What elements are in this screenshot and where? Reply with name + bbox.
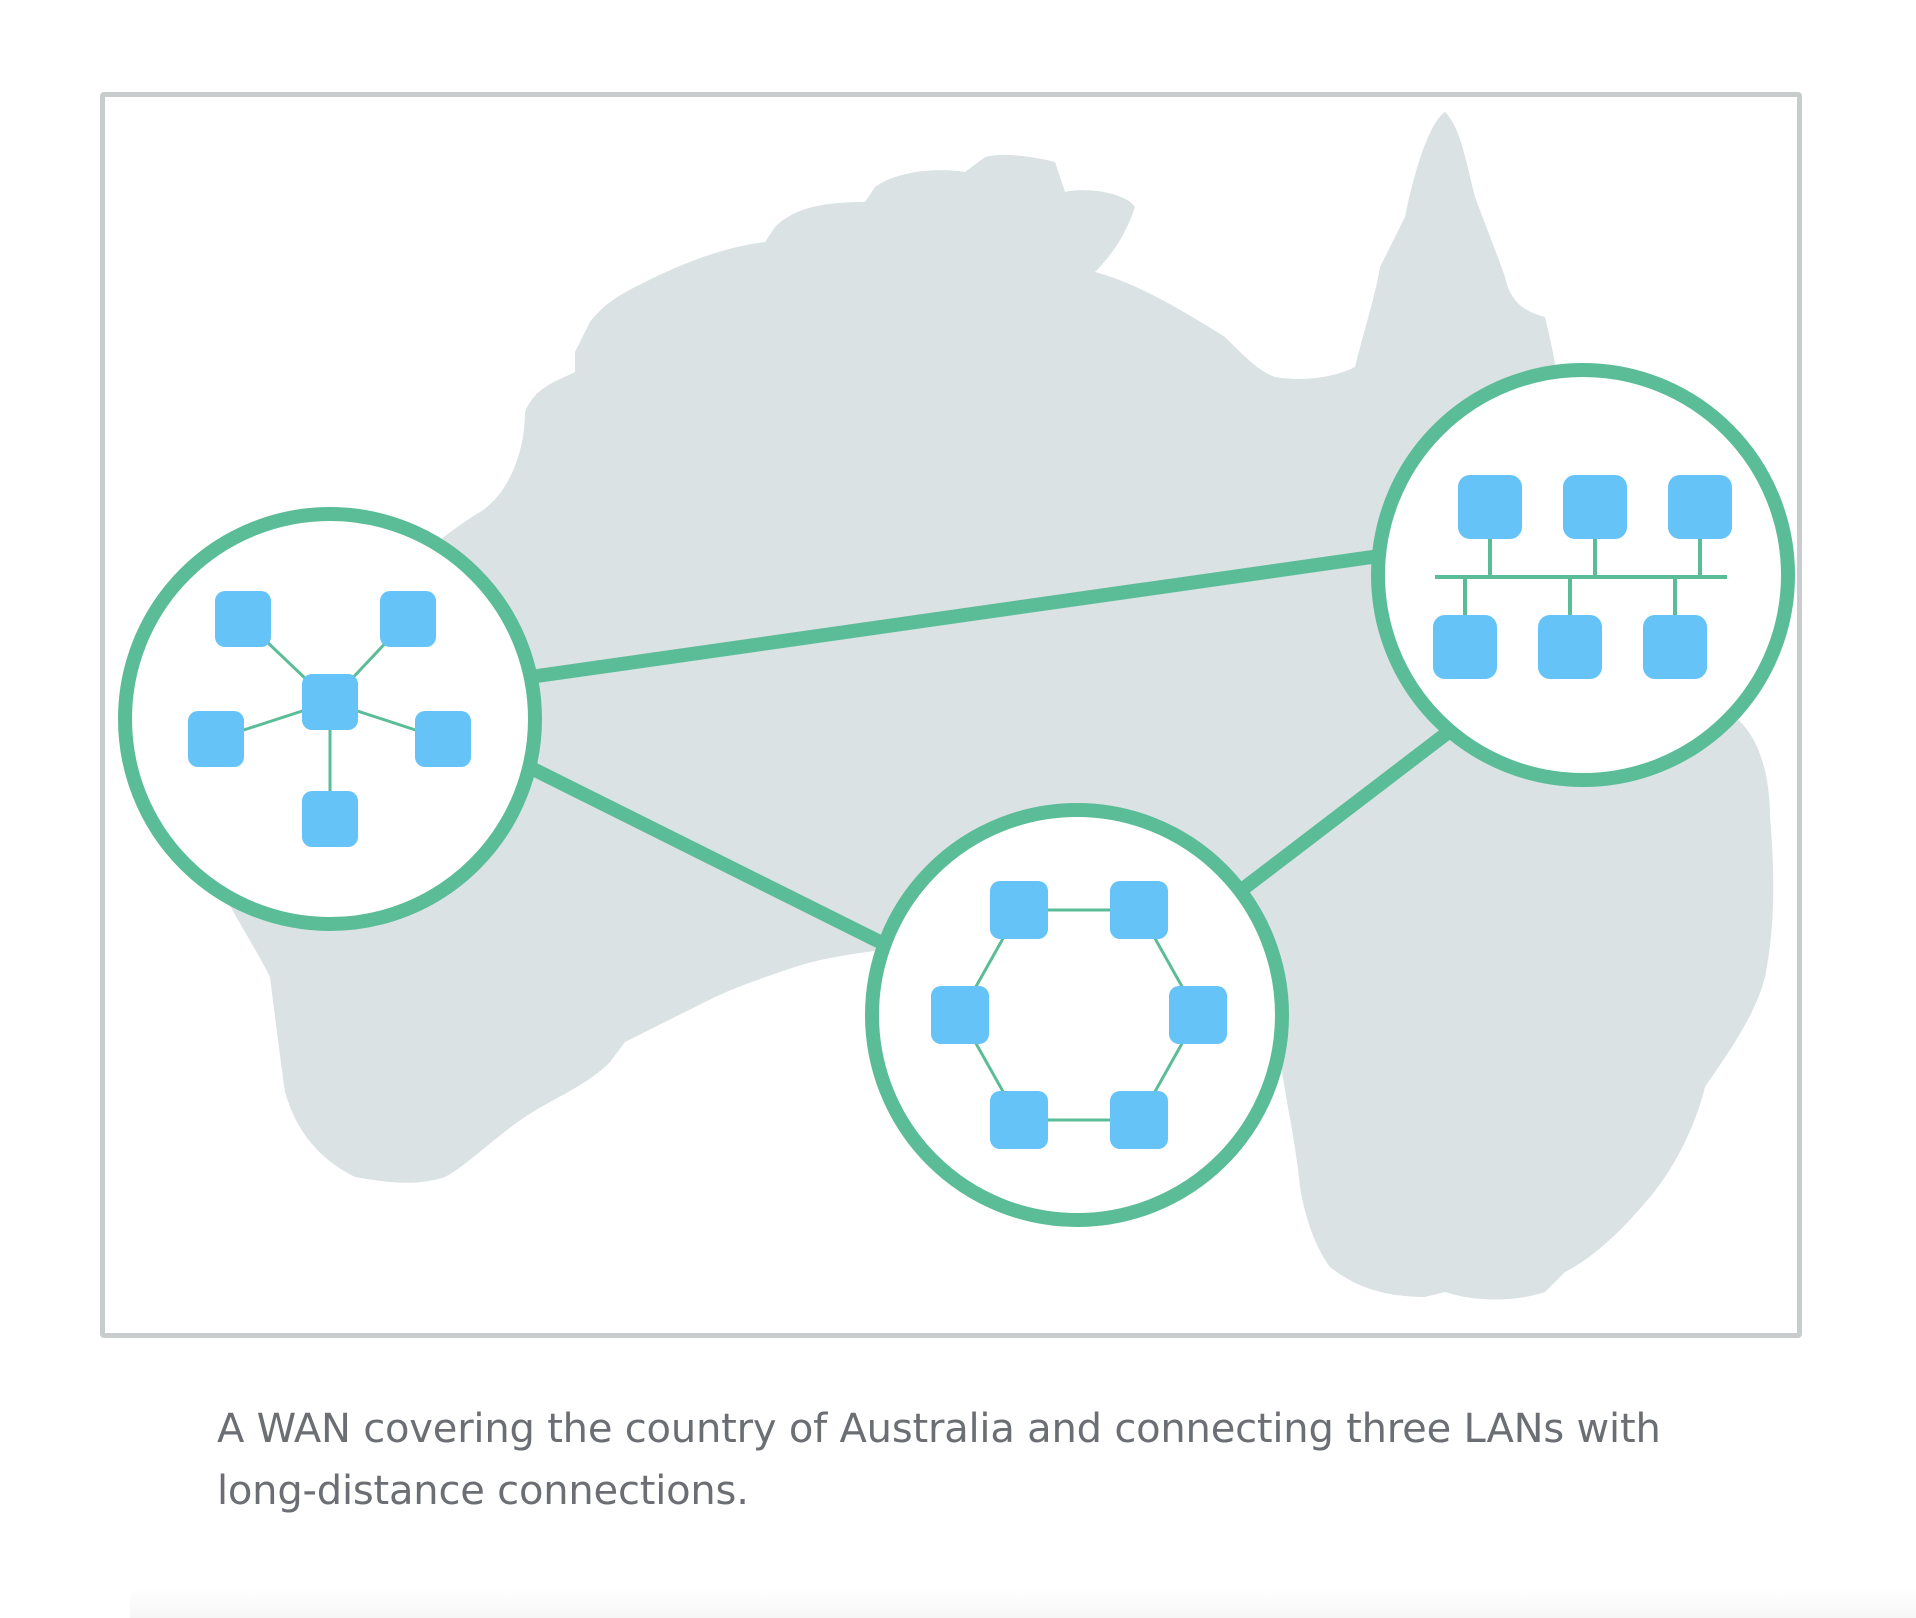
- lan-south-ring: [865, 803, 1289, 1227]
- lan-east-node: [1643, 615, 1707, 679]
- figure-frame: [100, 92, 1802, 1338]
- lan-east-node: [1563, 475, 1627, 539]
- link-west-to-south: [518, 758, 887, 949]
- lan-west-star: [118, 507, 542, 931]
- lan-west-node: [415, 711, 471, 767]
- lan-west-node: [302, 791, 358, 847]
- link-west-to-east: [523, 550, 1379, 684]
- wan-diagram: [118, 112, 1795, 1300]
- lan-east-node: [1433, 615, 1497, 679]
- australia-map: [179, 112, 1774, 1300]
- wan-links: [518, 550, 1462, 949]
- bottom-shadow: [130, 1588, 1916, 1618]
- lan-south-node: [990, 1091, 1048, 1149]
- lan-west-node: [215, 591, 271, 647]
- lan-west-node-hub: [302, 674, 358, 730]
- lan-south-node: [1110, 1091, 1168, 1149]
- lan-east-node: [1538, 615, 1602, 679]
- lan-south-node: [1169, 986, 1227, 1044]
- lan-south-node: [931, 986, 989, 1044]
- lan-east-node: [1668, 475, 1732, 539]
- lan-west-node: [188, 711, 244, 767]
- lan-west-node: [380, 591, 436, 647]
- lan-east-bus: [1371, 363, 1795, 787]
- lan-south-node: [1110, 881, 1168, 939]
- lan-south-boundary: [865, 803, 1289, 1227]
- figure-caption: A WAN covering the country of Australia …: [217, 1406, 1661, 1514]
- lan-south-node: [990, 881, 1048, 939]
- lan-east-node: [1458, 475, 1522, 539]
- link-south-to-east: [1228, 720, 1462, 902]
